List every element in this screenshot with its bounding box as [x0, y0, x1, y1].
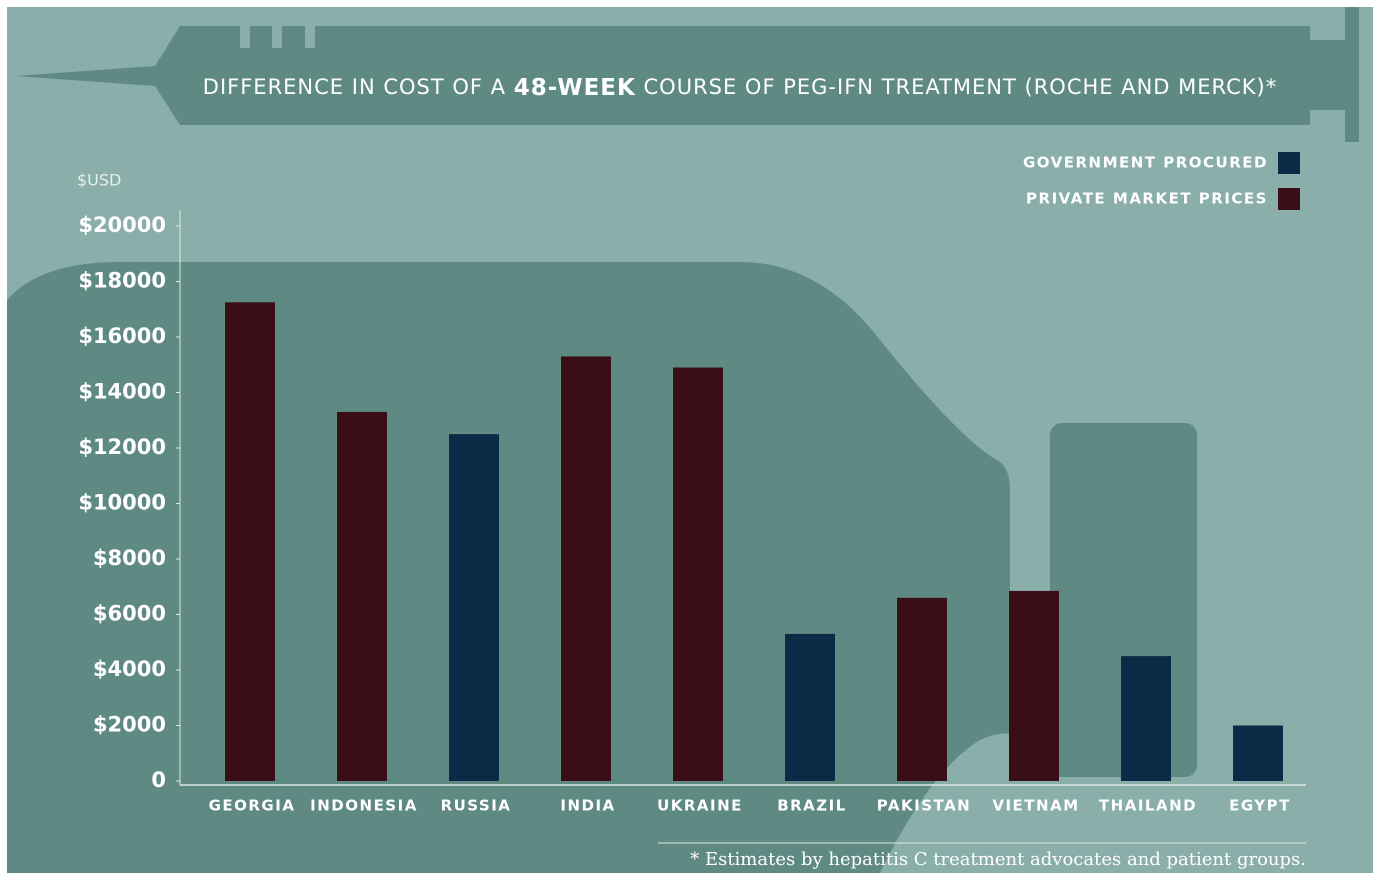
chart: DIFFERENCE IN COST OF A 48-WEEK COURSE O…	[0, 0, 1380, 875]
bar	[449, 434, 499, 781]
x-tick-label: VIETNAM	[992, 797, 1079, 815]
y-tick-label: $10000	[78, 491, 166, 515]
bar	[337, 412, 387, 781]
legend-label: GOVERNMENT PROCURED	[1023, 154, 1268, 172]
y-tick-label: $2000	[93, 713, 166, 737]
y-tick-label: $12000	[78, 435, 166, 459]
y-axis-label: $USD	[77, 171, 121, 190]
syringe-mark	[305, 26, 315, 48]
syringe-mark	[272, 26, 282, 48]
x-tick-label: EGYPT	[1229, 797, 1291, 815]
legend-swatch	[1278, 152, 1300, 174]
y-tick-label: $8000	[93, 546, 166, 570]
y-tick-label: $14000	[78, 380, 166, 404]
x-tick-label: RUSSIA	[441, 797, 512, 815]
legend-swatch	[1278, 188, 1300, 210]
x-tick-label: GEORGIA	[209, 797, 296, 815]
legend-label: PRIVATE MARKET PRICES	[1026, 190, 1268, 208]
y-tick-label: 0	[151, 768, 166, 792]
y-tick-label: $20000	[78, 213, 166, 237]
y-tick-label: $16000	[78, 324, 166, 348]
chart-title: DIFFERENCE IN COST OF A 48-WEEK COURSE O…	[203, 75, 1277, 101]
bar	[225, 302, 275, 781]
bar	[1009, 591, 1059, 781]
bar	[785, 634, 835, 781]
bar	[1233, 726, 1283, 782]
title-emphasis: 48-WEEK	[514, 75, 636, 101]
syringe-plunger	[1345, 7, 1359, 142]
x-tick-label: BRAZIL	[777, 797, 847, 815]
bar	[561, 356, 611, 781]
y-tick-label: $18000	[78, 269, 166, 293]
x-tick-label: PAKISTAN	[877, 797, 971, 815]
y-tick-label: $4000	[93, 657, 166, 681]
bar	[897, 598, 947, 781]
title-part: COURSE OF PEG-IFN TREATMENT (ROCHE AND M…	[636, 75, 1277, 99]
bar	[1121, 656, 1171, 781]
footnote: * Estimates by hepatitis C treatment adv…	[690, 849, 1306, 870]
title-part: DIFFERENCE IN COST OF A	[203, 75, 514, 99]
syringe-mark	[240, 26, 250, 48]
y-tick-label: $6000	[93, 602, 166, 626]
x-tick-label: INDIA	[560, 797, 615, 815]
x-tick-label: INDONESIA	[310, 797, 418, 815]
bar	[673, 368, 723, 781]
x-tick-label: UKRAINE	[657, 797, 743, 815]
x-tick-label: THAILAND	[1099, 797, 1197, 815]
